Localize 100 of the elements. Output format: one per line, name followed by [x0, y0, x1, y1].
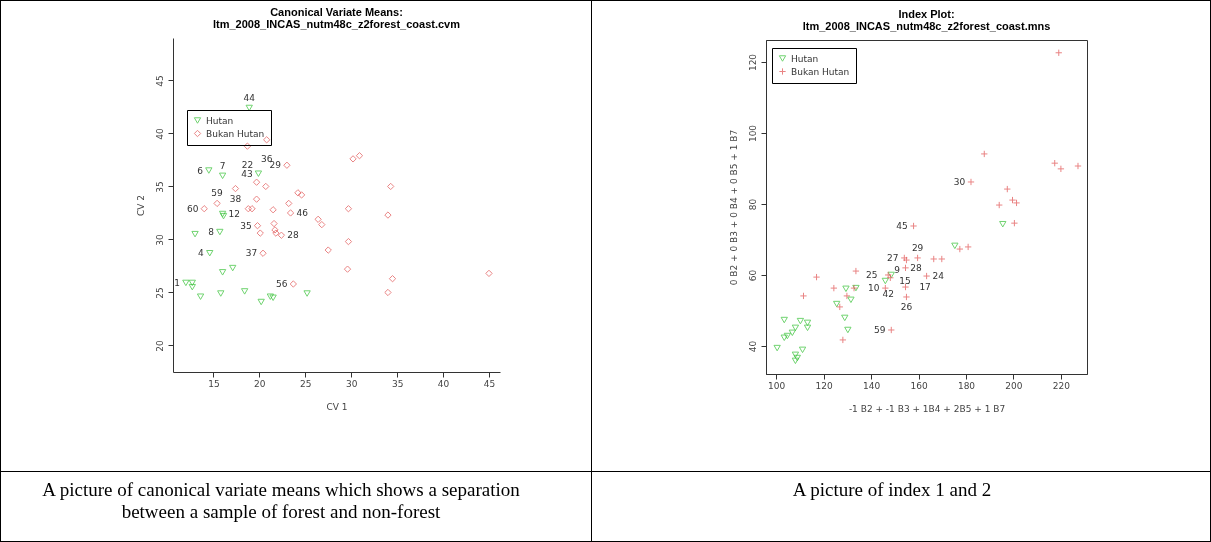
point — [283, 161, 291, 169]
point — [269, 206, 277, 214]
x-tick-label: 180 — [957, 380, 976, 391]
y-tick-label: 35 — [154, 181, 165, 193]
annotation: 7 — [219, 160, 226, 171]
point — [913, 254, 922, 262]
point — [182, 279, 190, 287]
point — [314, 215, 322, 223]
point — [270, 219, 278, 228]
x-tick-label: 35 — [391, 378, 404, 389]
point — [248, 205, 256, 213]
legend-label: Bukan Hutan — [791, 66, 850, 77]
point — [956, 245, 964, 253]
point — [793, 354, 801, 362]
point — [1074, 162, 1082, 170]
annotation: 26 — [900, 301, 913, 312]
y-axis-title: CV 2 — [135, 194, 146, 217]
point — [999, 220, 1007, 228]
legend-label: Hutan — [791, 53, 819, 64]
annotation: 25 — [865, 269, 878, 280]
point — [791, 324, 800, 332]
point — [842, 285, 850, 293]
point — [1057, 165, 1065, 173]
annotation: 59 — [211, 188, 224, 199]
x-tick-label: 45 — [483, 378, 496, 389]
x-tick-label: 40 — [437, 378, 450, 389]
point — [964, 243, 972, 251]
x-tick-label: 100 — [768, 380, 786, 391]
annotation: 28 — [287, 230, 299, 241]
annotation: 8 — [208, 227, 215, 238]
point — [349, 155, 357, 163]
point — [1010, 219, 1019, 227]
chart-title: Canonical Variate Means: — [270, 6, 403, 18]
x-axis-title: CV 1 — [326, 401, 348, 412]
point — [843, 292, 851, 300]
y-tick-label: 80 — [747, 198, 758, 211]
chart-title: Index Plot: — [898, 8, 955, 20]
point — [901, 264, 910, 272]
point — [256, 229, 264, 237]
y-axis-title: 0 B2 + 0 B3 + 0 B4 + 0 B5 + 1 B7 — [728, 129, 739, 286]
point — [286, 209, 295, 217]
annotation: 29 — [911, 242, 924, 253]
point — [297, 191, 306, 199]
annotation: 6 — [197, 165, 204, 176]
annotation: 43 — [241, 169, 253, 180]
point — [188, 279, 196, 287]
x-tick-label: 120 — [815, 380, 834, 391]
y-tick-label: 45 — [154, 75, 165, 87]
point — [269, 294, 277, 302]
x-tick-label: 140 — [863, 380, 881, 391]
point — [902, 293, 911, 301]
y-tick-label: 40 — [747, 340, 758, 353]
y-tick-label: 30 — [154, 233, 165, 246]
point — [262, 182, 270, 191]
point — [205, 167, 213, 174]
point — [967, 178, 975, 186]
annotation: 60 — [186, 203, 199, 214]
point — [384, 211, 392, 219]
y-tick-label: 40 — [154, 127, 165, 140]
point — [388, 275, 397, 283]
annotation: 59 — [873, 324, 886, 335]
annotation: 36 — [260, 153, 273, 164]
y-tick-label: 120 — [747, 53, 758, 72]
point — [303, 290, 311, 297]
text: A picture of canonical variate means which shows a separation between a sample of forest and non-forest — [41, 479, 521, 523]
point — [217, 290, 225, 297]
annotation: 46 — [296, 207, 309, 218]
point — [839, 336, 847, 344]
point — [216, 228, 224, 236]
point — [841, 314, 849, 322]
point — [263, 136, 271, 144]
annotation: 45 — [896, 220, 908, 231]
point — [240, 288, 249, 295]
legend-label: Hutan — [206, 115, 234, 126]
point — [780, 334, 788, 342]
annotation: 17 — [919, 282, 931, 293]
annotation: 28 — [910, 263, 923, 274]
point — [343, 265, 352, 273]
point — [1003, 185, 1011, 193]
annotation: 37 — [245, 248, 258, 259]
annotation: 1 — [174, 277, 180, 288]
point — [206, 250, 214, 257]
point — [191, 230, 199, 238]
point — [253, 222, 262, 230]
annotation: 22 — [241, 160, 254, 171]
x-tick-label: 220 — [1052, 380, 1071, 391]
point — [231, 184, 240, 193]
point — [252, 178, 261, 186]
y-tick-label: 20 — [154, 339, 165, 352]
annotation: 12 — [228, 209, 240, 220]
x-tick-label: 30 — [345, 378, 358, 389]
annotation: 42 — [882, 288, 894, 299]
point — [830, 284, 838, 292]
x-tick-label: 20 — [254, 378, 266, 389]
point — [277, 231, 286, 239]
annotation: 35 — [240, 220, 252, 231]
point — [324, 246, 332, 254]
point — [243, 142, 252, 150]
annotation: 24 — [932, 271, 945, 282]
chart-subtitle: ltm_2008_INCAS_nutm48c_z2forest_coast.mns — [802, 20, 1051, 32]
